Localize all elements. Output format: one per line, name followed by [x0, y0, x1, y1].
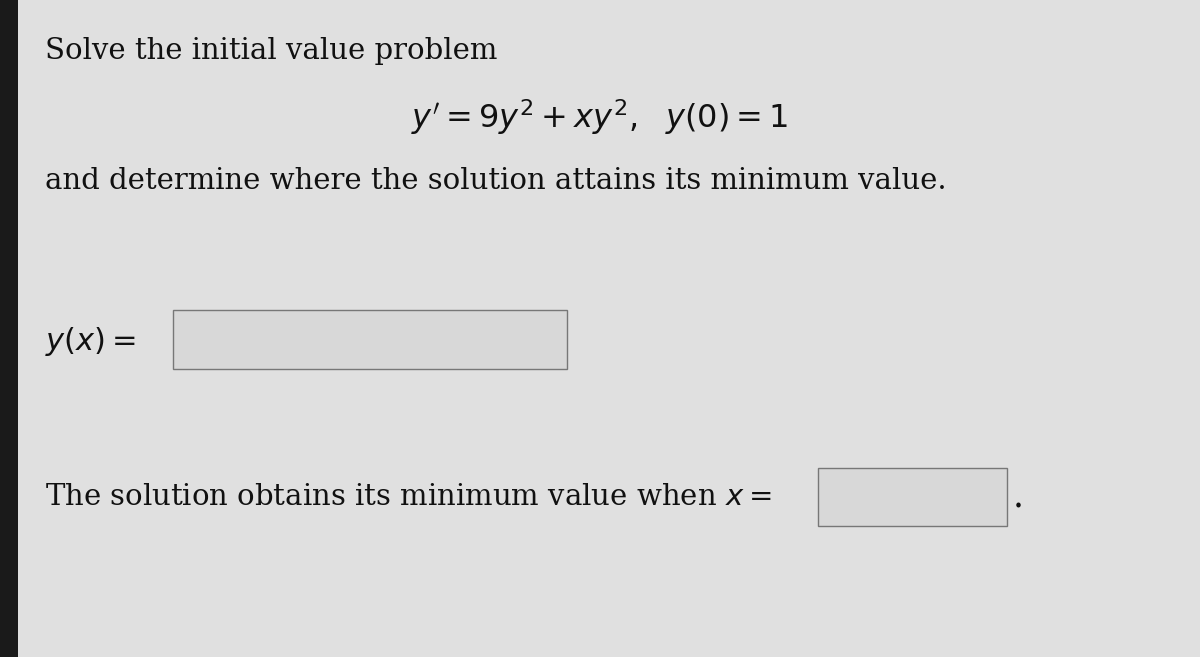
Text: $y(x) =$: $y(x) =$ [46, 325, 136, 359]
Text: The solution obtains its minimum value when $x =$: The solution obtains its minimum value w… [46, 483, 772, 511]
FancyBboxPatch shape [818, 468, 1007, 526]
FancyBboxPatch shape [18, 0, 1200, 657]
Text: .: . [1013, 480, 1024, 514]
Text: Solve the initial value problem: Solve the initial value problem [46, 37, 497, 65]
Text: $y^{\prime} = 9y^2 + xy^2, \ \ y(0) = 1$: $y^{\prime} = 9y^2 + xy^2, \ \ y(0) = 1$ [412, 97, 788, 137]
FancyBboxPatch shape [173, 310, 568, 369]
Text: and determine where the solution attains its minimum value.: and determine where the solution attains… [46, 167, 947, 195]
